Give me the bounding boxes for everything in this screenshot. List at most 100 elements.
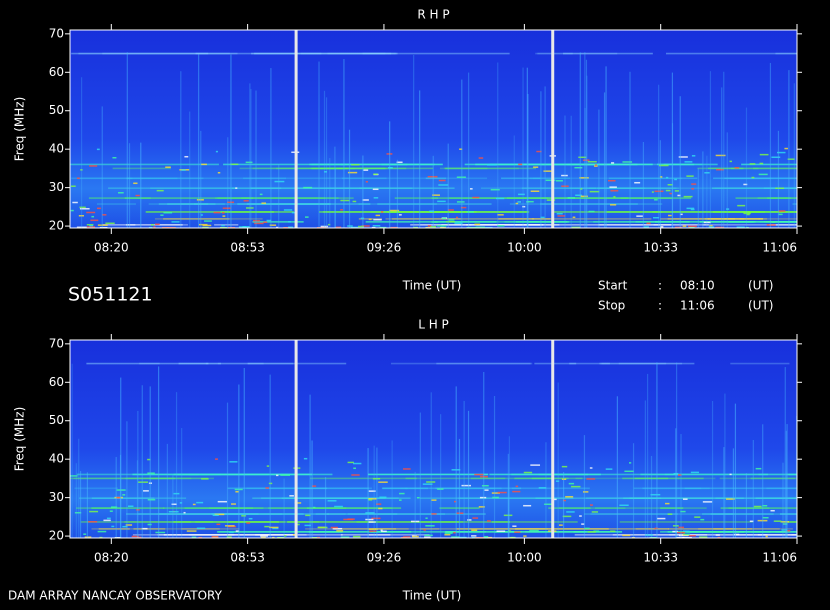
- band-streak: [791, 534, 797, 536]
- vertical-streak: [362, 155, 364, 228]
- speckle: [586, 478, 596, 480]
- spectrum-background: [70, 340, 797, 538]
- y-tick-label: 40: [49, 452, 64, 466]
- speckle: [156, 189, 164, 192]
- speckle: [269, 526, 279, 529]
- speckle: [771, 221, 776, 223]
- vertical-streak: [732, 448, 735, 538]
- speckle: [784, 147, 788, 150]
- speckle: [361, 225, 370, 227]
- vertical-streak: [726, 132, 728, 228]
- speckle: [653, 216, 660, 219]
- speckle: [201, 163, 207, 166]
- band-streak: [634, 477, 669, 480]
- speckle: [109, 510, 113, 512]
- vertical-streak: [440, 414, 442, 538]
- speckle: [517, 201, 522, 203]
- band-streak: [102, 224, 136, 226]
- band-streak: [88, 197, 151, 199]
- band-streak: [635, 528, 737, 530]
- speckle: [582, 491, 589, 493]
- speckle: [610, 530, 616, 532]
- speckle: [191, 536, 197, 539]
- speckle: [196, 199, 204, 201]
- vertical-streak: [762, 424, 764, 538]
- band-streak: [124, 197, 253, 199]
- vertical-streak: [461, 79, 463, 228]
- speckle: [674, 178, 677, 181]
- vertical-streak: [605, 66, 607, 228]
- speckle: [183, 511, 186, 514]
- speckle: [668, 214, 672, 217]
- speckle: [288, 226, 294, 229]
- band-streak: [435, 487, 522, 490]
- band-streak: [521, 187, 645, 189]
- calibration-gap: [294, 30, 298, 228]
- band-streak: [154, 218, 263, 220]
- vertical-streak: [675, 428, 677, 538]
- speckle: [215, 458, 218, 460]
- band-streak: [707, 218, 745, 220]
- speckle: [709, 224, 713, 227]
- vertical-streak: [140, 142, 142, 228]
- speckle: [610, 204, 617, 206]
- speckle: [168, 510, 179, 513]
- speckle: [76, 177, 80, 179]
- vertical-streak: [323, 90, 326, 229]
- vertical-streak: [680, 434, 682, 538]
- band-streak: [126, 177, 204, 180]
- calibration-gap: [551, 340, 555, 538]
- band-streak: [589, 187, 679, 189]
- speckle: [365, 512, 375, 514]
- band-streak: [654, 221, 690, 223]
- band-streak: [243, 177, 387, 180]
- speckle: [471, 535, 477, 537]
- speckle: [559, 524, 563, 526]
- session-id: S051121: [68, 284, 153, 306]
- band-streak: [642, 487, 702, 490]
- band-streak: [327, 52, 396, 55]
- band-streak: [491, 521, 578, 523]
- band-streak: [150, 187, 299, 189]
- vertical-streak: [227, 137, 229, 228]
- band-streak: [315, 513, 377, 515]
- y-tick-label: 20: [49, 529, 64, 543]
- speckle: [478, 157, 484, 159]
- speckle: [682, 225, 687, 227]
- band-streak: [320, 167, 434, 170]
- band-streak: [739, 218, 760, 220]
- stop-time: 11:06: [680, 299, 715, 313]
- speckle: [665, 502, 670, 505]
- vertical-streak: [584, 52, 586, 228]
- band-streak: [698, 528, 753, 530]
- speckle: [317, 526, 328, 529]
- x-tick-label: 10:00: [507, 551, 542, 565]
- band-streak: [326, 513, 398, 515]
- speckle: [147, 458, 151, 461]
- band-streak: [534, 362, 577, 365]
- band-streak: [710, 513, 797, 515]
- band-streak: [139, 362, 160, 365]
- speckle: [683, 533, 691, 536]
- band-streak: [538, 473, 679, 476]
- band-streak: [287, 521, 372, 523]
- speckle: [352, 535, 361, 538]
- speckle: [453, 500, 457, 503]
- vertical-streak: [200, 130, 202, 228]
- speckle: [683, 530, 690, 533]
- band-streak: [193, 203, 225, 205]
- band-streak: [362, 52, 510, 55]
- band-streak: [319, 211, 463, 213]
- speckle: [312, 506, 316, 509]
- plot-frame: [69, 339, 798, 539]
- speckle: [431, 499, 437, 501]
- band-streak: [163, 507, 254, 509]
- vertical-streak: [526, 67, 528, 228]
- band-streak: [91, 497, 155, 499]
- vertical-streak: [632, 443, 635, 538]
- band-streak: [501, 177, 541, 180]
- speckle: [381, 530, 387, 533]
- band-streak: [697, 167, 797, 170]
- speckle: [613, 196, 616, 198]
- vertical-streak: [784, 367, 786, 538]
